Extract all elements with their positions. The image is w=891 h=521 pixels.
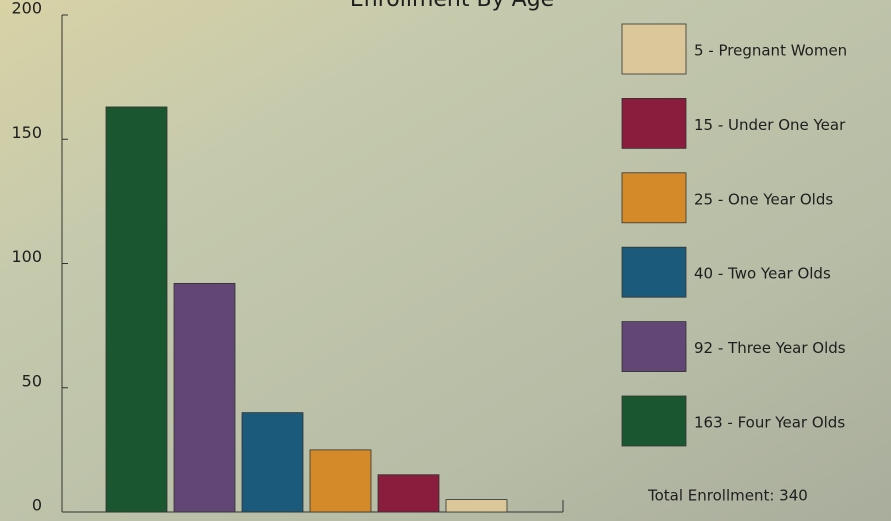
bar <box>377 474 440 513</box>
legend-swatch <box>621 23 687 75</box>
legend-swatch <box>621 246 687 298</box>
chart-title: Enrollment By Age <box>350 0 554 12</box>
bar <box>105 106 168 513</box>
y-tick-label: 200 <box>11 0 42 18</box>
legend-label: 5 - Pregnant Women <box>694 42 847 60</box>
legend-swatch <box>621 98 687 149</box>
bar <box>173 282 236 513</box>
legend-label: 163 - Four Year Olds <box>694 414 845 432</box>
legend-label: 92 - Three Year Olds <box>694 339 846 357</box>
y-tick-label: 50 <box>22 371 42 390</box>
bar <box>241 412 304 513</box>
legend-label: 15 - Under One Year <box>694 116 846 134</box>
y-tick-label: 100 <box>11 247 42 266</box>
y-tick-label: 0 <box>32 496 42 515</box>
y-tick-label: 150 <box>11 123 42 142</box>
legend-swatch <box>621 321 687 373</box>
bar <box>309 449 372 513</box>
bar <box>445 499 508 513</box>
legend-swatch <box>621 395 687 447</box>
legend-label: 25 - One Year Olds <box>694 190 833 208</box>
legend-label: 40 - Two Year Olds <box>694 265 831 283</box>
legend-swatch <box>621 172 687 224</box>
total-annotation: Total Enrollment: 340 <box>647 487 808 505</box>
